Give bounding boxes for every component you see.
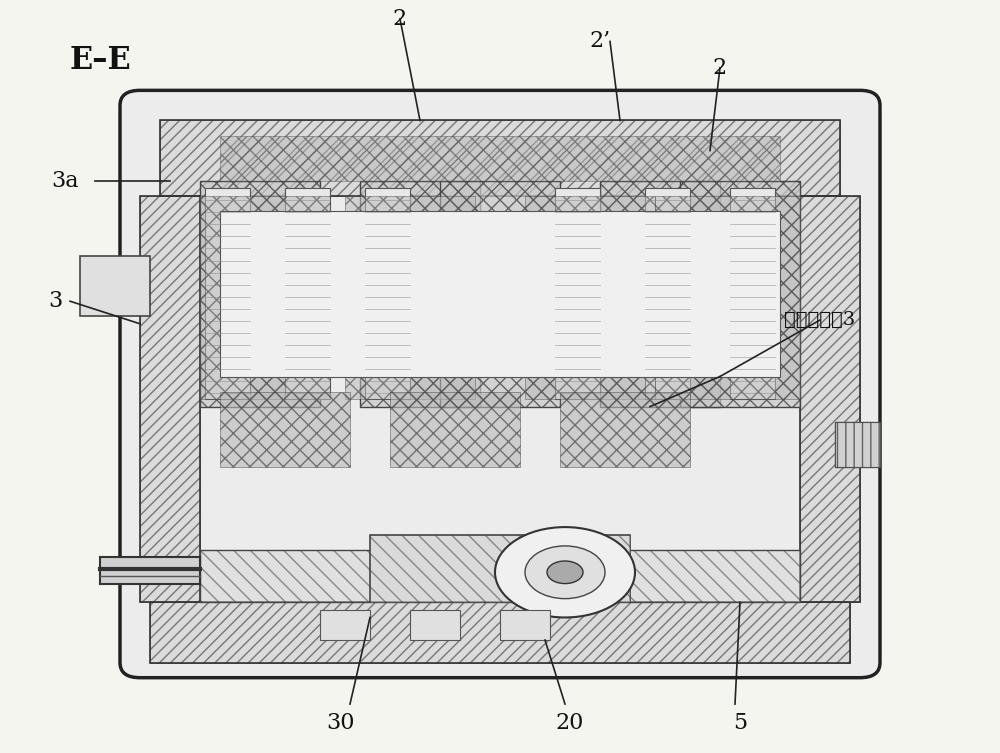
Bar bbox=[285, 188, 330, 399]
Bar bbox=[800, 196, 860, 602]
Bar bbox=[680, 181, 800, 407]
Bar bbox=[655, 196, 800, 399]
Text: 3: 3 bbox=[48, 290, 62, 312]
Bar bbox=[140, 196, 200, 602]
Text: 20: 20 bbox=[556, 712, 584, 734]
Bar bbox=[205, 188, 250, 399]
Text: 2: 2 bbox=[393, 8, 407, 30]
Bar bbox=[645, 188, 690, 399]
Bar bbox=[80, 256, 150, 316]
Bar bbox=[345, 196, 475, 399]
Bar bbox=[680, 181, 800, 407]
Bar bbox=[220, 136, 780, 181]
Bar bbox=[730, 188, 775, 399]
Bar bbox=[600, 181, 720, 407]
Bar bbox=[160, 120, 840, 196]
Bar bbox=[140, 196, 200, 602]
Ellipse shape bbox=[495, 527, 635, 617]
Bar bbox=[370, 535, 630, 602]
Bar bbox=[220, 392, 350, 467]
Bar bbox=[410, 610, 460, 640]
Bar bbox=[600, 181, 720, 407]
Bar bbox=[800, 196, 860, 602]
Bar bbox=[500, 610, 550, 640]
Bar bbox=[390, 392, 520, 467]
Bar bbox=[150, 602, 850, 663]
Text: 2’: 2’ bbox=[589, 30, 611, 53]
Bar bbox=[360, 181, 480, 407]
Bar bbox=[100, 557, 200, 584]
Bar bbox=[365, 188, 410, 399]
Bar bbox=[150, 602, 850, 663]
Bar bbox=[200, 181, 320, 407]
Bar bbox=[370, 535, 630, 602]
Bar bbox=[555, 188, 600, 399]
Text: E–E: E–E bbox=[69, 44, 131, 76]
Bar bbox=[320, 610, 370, 640]
Bar bbox=[525, 196, 655, 399]
Bar bbox=[560, 392, 690, 467]
Text: 3a: 3a bbox=[51, 169, 79, 192]
Bar bbox=[440, 181, 560, 407]
Bar bbox=[220, 211, 780, 376]
Ellipse shape bbox=[525, 546, 605, 599]
Bar bbox=[835, 422, 880, 467]
Bar bbox=[835, 422, 880, 467]
Text: 30: 30 bbox=[326, 712, 354, 734]
Bar bbox=[200, 181, 320, 407]
FancyBboxPatch shape bbox=[120, 90, 880, 678]
Text: 细节请见图3: 细节请见图3 bbox=[784, 311, 856, 329]
Ellipse shape bbox=[547, 561, 583, 584]
Bar bbox=[200, 550, 800, 602]
Bar bbox=[200, 196, 330, 399]
Bar bbox=[200, 550, 800, 602]
Bar bbox=[160, 120, 840, 196]
Bar bbox=[360, 181, 480, 407]
Text: 2: 2 bbox=[713, 56, 727, 79]
Text: 5: 5 bbox=[733, 712, 747, 734]
Bar bbox=[440, 181, 560, 407]
